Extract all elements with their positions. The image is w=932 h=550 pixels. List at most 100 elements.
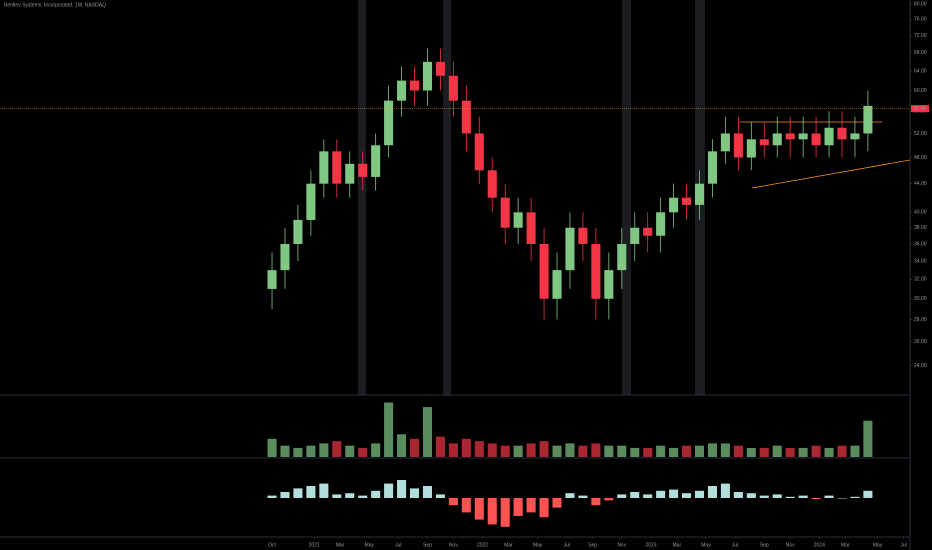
volume-bar	[526, 443, 536, 457]
volume-bar	[371, 443, 381, 457]
macd-bar	[746, 493, 756, 498]
session-band	[443, 0, 451, 395]
candle-body	[371, 145, 381, 177]
macd-bar	[643, 494, 653, 498]
candle-body	[280, 243, 290, 271]
x-tick-label: 2023	[645, 542, 656, 548]
candle-body	[694, 183, 705, 205]
macd-bar	[487, 498, 497, 525]
candle-body	[384, 100, 394, 146]
y-tick-label: 34.00	[914, 258, 927, 264]
candle-body	[513, 212, 523, 228]
macd-bar	[422, 486, 433, 498]
x-tick-label: Sep	[588, 542, 597, 548]
x-tick-label: 2024	[814, 542, 825, 548]
volume-bar	[863, 420, 873, 457]
volume-bar	[578, 445, 588, 457]
x-tick-label: Nov	[786, 542, 795, 548]
macd-bar	[513, 498, 523, 516]
candle-body	[863, 105, 873, 134]
volume-bar	[707, 443, 717, 457]
macd-bar	[850, 496, 860, 498]
candle-body	[733, 133, 743, 158]
macd-bar	[772, 494, 782, 498]
y-tick-label: 72.00	[914, 33, 927, 39]
volume-bar	[720, 443, 730, 457]
volume-bar	[306, 445, 316, 457]
volume-bar	[474, 441, 484, 457]
last-price-box	[911, 105, 929, 113]
macd-bar	[824, 495, 834, 498]
macd-bar	[669, 489, 679, 498]
candle-body	[526, 212, 536, 244]
candle-body	[500, 197, 510, 228]
macd-bar	[591, 498, 601, 506]
candle-body	[578, 227, 588, 244]
macd-bar	[798, 495, 808, 498]
candle-body	[448, 75, 458, 101]
macd-bar	[461, 498, 471, 513]
candle-body	[422, 61, 433, 91]
x-tick-label: Jul	[395, 542, 401, 548]
volume-bar	[384, 402, 394, 457]
volume-bar	[565, 443, 575, 457]
volume-bar	[539, 441, 549, 457]
macd-bar	[630, 492, 640, 498]
volume-bar	[811, 445, 821, 457]
macd-bar	[409, 488, 420, 498]
y-tick-label: 32.00	[914, 277, 927, 283]
candle-body	[656, 212, 666, 236]
macd-bar	[384, 483, 394, 498]
candle-body	[837, 127, 847, 140]
candle-body	[850, 133, 860, 140]
volume-bar	[267, 438, 277, 457]
macd-bar	[371, 490, 381, 498]
candle-body	[811, 133, 821, 146]
candle-body	[461, 100, 471, 134]
candle-body	[669, 197, 679, 213]
volume-bar	[824, 447, 834, 457]
candle-body	[643, 227, 653, 236]
x-tick-label: May	[364, 542, 374, 548]
x-tick-label: May	[873, 542, 883, 548]
volume-bar	[733, 445, 743, 457]
macd-bar	[552, 498, 562, 508]
macd-bar	[293, 488, 303, 498]
volume-bar	[772, 445, 782, 457]
macd-bar	[785, 496, 795, 498]
y-tick-label: 76.00	[914, 17, 927, 23]
x-tick-label: Nov	[449, 542, 458, 548]
x-tick-label: Mar	[841, 542, 850, 548]
session-band	[358, 0, 366, 395]
y-tick-label: 80.00	[914, 1, 927, 7]
y-tick-label: 38.00	[914, 225, 927, 231]
y-tick-label: 40.00	[914, 210, 927, 216]
candle-body	[682, 197, 692, 205]
macd-bar	[435, 494, 445, 498]
volume-bar	[798, 447, 808, 457]
last-price-label: 56.48	[913, 106, 926, 112]
y-tick-label: 48.00	[914, 155, 927, 161]
candle-body	[397, 80, 407, 101]
y-tick-label: 28.00	[914, 317, 927, 323]
x-tick-label: Mar	[673, 542, 682, 548]
volume-bar	[513, 445, 523, 457]
macd-bar	[306, 486, 316, 498]
macd-bar	[267, 495, 277, 498]
candle-body	[409, 80, 420, 91]
x-tick-label: Mar	[504, 542, 513, 548]
y-tick-label: 68.00	[914, 50, 927, 56]
macd-bar	[811, 498, 821, 500]
x-tick-label: Jul	[732, 542, 738, 548]
macd-bar	[345, 493, 355, 498]
macd-bar	[474, 498, 484, 520]
candle-body	[487, 170, 497, 198]
volume-bar	[591, 443, 601, 457]
volume-bar	[630, 447, 640, 457]
volume-bar	[837, 445, 847, 457]
x-tick-label: Mar	[336, 542, 345, 548]
x-tick-label: Oct	[268, 542, 276, 548]
x-tick-label: Sep	[423, 542, 432, 548]
macd-bar	[539, 498, 549, 518]
